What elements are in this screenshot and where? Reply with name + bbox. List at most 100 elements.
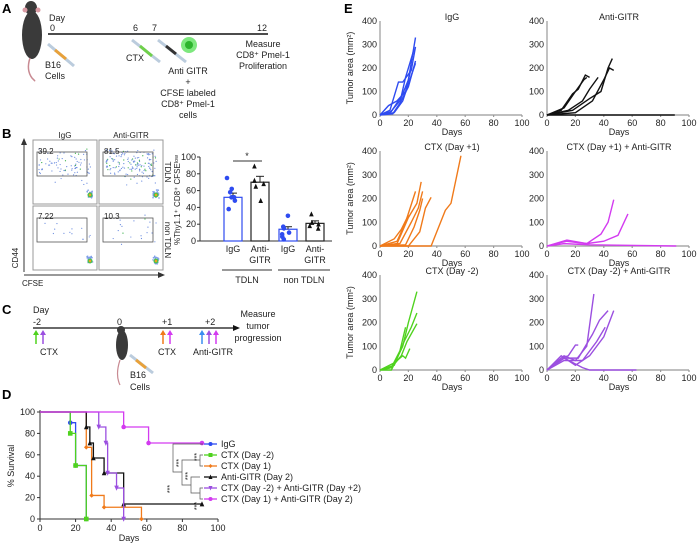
tumor-x-tick-label: 60 [627, 118, 637, 128]
flow-event-dot [127, 158, 129, 161]
flow-event-dot [114, 173, 116, 175]
tumor-x-tick-label: 20 [403, 373, 413, 383]
flow-x-axis-label: CFSE [22, 279, 43, 288]
tumor-y-tick-label: 0 [539, 365, 544, 375]
tumor-y-tick-label: 200 [362, 318, 377, 328]
flow-event-dot [157, 257, 159, 259]
tumor-plot-title: IgG [445, 12, 460, 22]
flow-event-dot [131, 166, 133, 168]
flow-event-dot [56, 157, 59, 159]
significance-mark: *** [194, 502, 201, 510]
flow-event-dot [74, 156, 76, 158]
triangle-marker [83, 424, 89, 430]
survival-curve [40, 411, 87, 519]
flow-event-dot [127, 167, 129, 169]
legend-label: CTX (Day 1) + Anti-GITR (Day 2) [221, 494, 353, 504]
mouse-icon [116, 326, 154, 386]
flow-event-dot [138, 160, 141, 163]
significance-mark: *** [185, 472, 192, 480]
flow-event-dot [132, 158, 134, 160]
tumor-plot-title: CTX (Day +1) [424, 142, 479, 152]
tumor-y-tick-label: 0 [372, 110, 377, 120]
flow-event-dot [41, 161, 43, 164]
flow-event-dot [59, 170, 61, 173]
panel-c-timeline: Day -2 0 +1 +2 CTX B16 Cells CTX Anti-GI… [33, 305, 282, 392]
significance-bracket [190, 476, 200, 494]
flow-event-dot [124, 152, 126, 155]
survival-x-tick-label: 60 [142, 523, 152, 533]
flow-event-dot [148, 154, 150, 156]
flow-event-dot [80, 162, 82, 164]
flow-event-dot [125, 173, 127, 175]
flow-event-dot [117, 229, 119, 232]
flow-event-dot [117, 171, 119, 173]
flow-event-dot [57, 155, 59, 157]
arrowhead-icon [21, 138, 27, 145]
flow-event-dot [59, 152, 61, 154]
flow-event-dot [136, 167, 138, 170]
flow-event-dot [131, 170, 133, 172]
flow-event-dot [119, 170, 121, 172]
significance-star: * [245, 151, 249, 161]
flow-event-dot [141, 176, 144, 178]
triangle-marker [258, 197, 263, 203]
row-label-non-tdln: non TDLN [163, 222, 172, 259]
group-label-tdln: TDLN [235, 275, 259, 285]
flow-event-dot [111, 158, 113, 160]
flow-event-dot [137, 149, 139, 152]
flow-event-dot [152, 257, 155, 259]
flow-gate [102, 217, 154, 243]
tumor-y-axis-label: Tumor area (mm²) [345, 162, 355, 235]
flow-event-dot [75, 166, 77, 169]
flow-event-dot [88, 163, 90, 165]
bar-y-axis-label: %Thy1.1⁺ CD8⁺ CFSEˡᵒʷ [173, 155, 182, 245]
flow-event-dot [38, 148, 40, 150]
measure-label: Measure [240, 309, 275, 319]
bar-category-label: GITR [304, 255, 326, 265]
flow-event-dot [136, 166, 138, 168]
flow-event-dot [134, 157, 136, 159]
flow-event-dot [57, 160, 59, 162]
flow-event-dot [149, 221, 151, 223]
flow-event-dot [123, 154, 126, 156]
circle-marker [226, 206, 231, 212]
tumor-growth-curve [546, 67, 615, 116]
flow-event-dot [112, 158, 114, 160]
arrowhead-icon [160, 330, 166, 335]
tumor-y-tick-label: 200 [362, 63, 377, 73]
tumor-x-tick-label: 60 [460, 249, 470, 259]
flow-event-dot [38, 168, 40, 171]
triangle-marker [252, 177, 257, 183]
anti-gitr-label: Anti GITR [168, 66, 208, 76]
tumor-y-tick-label: 0 [539, 110, 544, 120]
tumor-y-tick-label: 300 [362, 294, 377, 304]
significance-bracket [172, 443, 203, 473]
flow-event-dot [148, 165, 150, 168]
diamond-marker [139, 516, 144, 522]
tumor-growth-plot: Anti-GITR 0 100 200 300 400 0 20 40 60 80 100 Days [529, 12, 697, 137]
flow-event-dot [89, 234, 91, 237]
tumor-y-tick-label: 400 [529, 270, 544, 280]
flow-event-dot [112, 152, 114, 154]
flow-event-dot [54, 228, 56, 230]
group-label-non-tdln: non TDLN [284, 275, 325, 285]
legend-label: CTX (Day -2) + Anti-GITR (Day +2) [221, 483, 361, 493]
flow-hotspot [154, 193, 158, 197]
flow-event-dot [44, 222, 46, 224]
circle-marker [121, 424, 126, 430]
tumor-x-tick-label: 20 [403, 249, 413, 259]
tumor-x-tick-label: 80 [489, 373, 499, 383]
flow-event-dot [154, 155, 156, 157]
tumor-x-tick-label: 20 [570, 118, 580, 128]
day-7: 7 [152, 23, 157, 33]
tumor-x-tick-label: 20 [403, 118, 413, 128]
tumor-y-tick-label: 100 [362, 87, 377, 97]
day-0: 0 [117, 317, 122, 327]
flow-event-dot [145, 170, 147, 172]
tumor-x-tick-label: 0 [377, 118, 382, 128]
triangle-marker [253, 183, 259, 189]
flow-event-dot [50, 162, 52, 164]
flow-event-dot [113, 153, 115, 155]
flow-event-dot [52, 232, 54, 235]
